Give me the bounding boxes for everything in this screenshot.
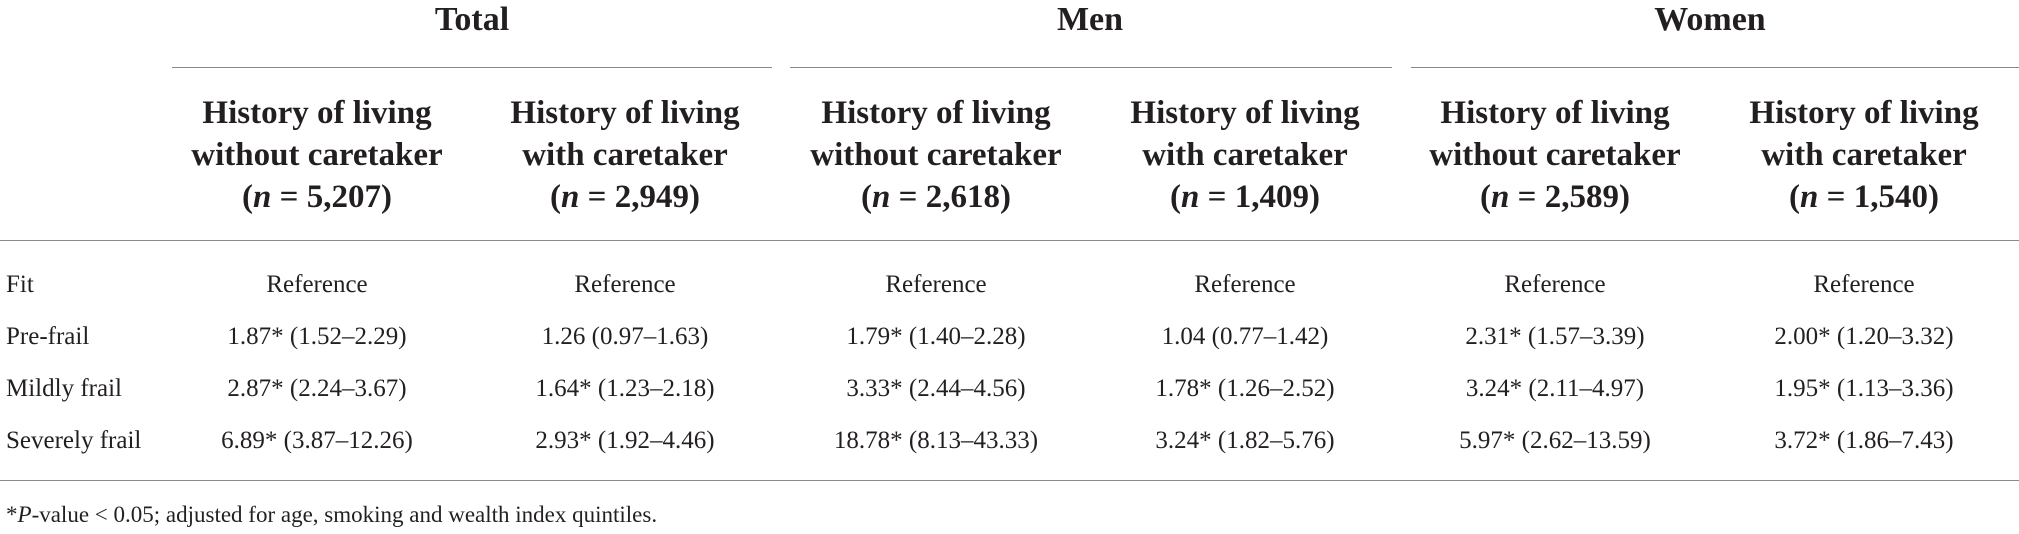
n-symbol: n	[1800, 179, 1819, 215]
column-header-men-without: History of living without caretaker (n =…	[786, 92, 1086, 218]
table-cell: 1.87* (1.52–2.29)	[227, 323, 407, 350]
n-value: = 2,618	[890, 179, 1000, 215]
column-header-total-with: History of living with caretaker (n = 2,…	[475, 92, 775, 218]
table-cell: 2.87* (2.24–3.67)	[227, 375, 407, 402]
n-symbol: n	[253, 179, 272, 215]
column-header-line2: with caretaker	[522, 137, 728, 173]
group-header-men: Men	[1056, 1, 1124, 38]
group-header-women: Women	[1654, 1, 1766, 38]
table-cell: Reference	[1504, 271, 1606, 298]
column-header-women-without: History of living without caretaker (n =…	[1405, 92, 1705, 218]
n-value: = 2,589	[1509, 179, 1619, 215]
column-header-line1: History of living	[1440, 95, 1670, 131]
column-header-men-with: History of living with caretaker (n = 1,…	[1095, 92, 1395, 218]
table-cell: 3.24* (2.11–4.97)	[1465, 375, 1645, 402]
table-cell: 1.04 (0.77–1.42)	[1161, 323, 1329, 350]
column-header-line2: without caretaker	[810, 137, 1062, 173]
n-symbol: n	[872, 179, 891, 215]
column-header-line1: History of living	[821, 95, 1051, 131]
n-symbol: n	[1491, 179, 1510, 215]
group-rule-women	[1411, 67, 2019, 68]
n-value: = 2,949	[579, 179, 689, 215]
column-header-line1: History of living	[1749, 95, 1979, 131]
table-cell: Reference	[1813, 271, 1915, 298]
table-cell: Reference	[1194, 271, 1296, 298]
table-bottom-rule	[0, 480, 2019, 481]
column-header-line2: with caretaker	[1761, 137, 1967, 173]
table-cell: 3.72* (1.86–7.43)	[1774, 427, 1954, 454]
table-cell: Reference	[266, 271, 368, 298]
column-header-sample-size: (n = 1,540)	[1789, 179, 1939, 215]
row-label-fit: Fit	[6, 271, 34, 298]
table-cell: 2.00* (1.20–3.32)	[1774, 323, 1954, 350]
column-header-sample-size: (n = 1,409)	[1170, 179, 1320, 215]
group-rule-total	[172, 67, 772, 68]
column-header-line1: History of living	[202, 95, 432, 131]
table-cell: 18.78* (8.13–43.33)	[833, 427, 1039, 454]
table-cell: 5.97* (2.62–13.59)	[1459, 427, 1651, 454]
n-symbol: n	[561, 179, 580, 215]
table-cell: Reference	[885, 271, 987, 298]
column-header-line2: with caretaker	[1142, 137, 1348, 173]
column-header-line1: History of living	[1130, 95, 1360, 131]
column-header-line1: History of living	[510, 95, 740, 131]
n-value: = 5,207	[271, 179, 381, 215]
row-label-mildly-frail: Mildly frail	[6, 375, 122, 402]
table-cell: 3.33* (2.44–4.56)	[846, 375, 1026, 402]
table-cell: 1.79* (1.40–2.28)	[846, 323, 1026, 350]
n-value: = 1,409	[1199, 179, 1309, 215]
n-value: = 1,540	[1818, 179, 1928, 215]
footnote-star: *	[6, 502, 18, 527]
table-cell: 3.24* (1.82–5.76)	[1155, 427, 1335, 454]
column-header-sample-size: (n = 5,207)	[242, 179, 392, 215]
footnote-p-label: P	[17, 502, 32, 527]
column-header-total-without: History of living without caretaker (n =…	[167, 92, 467, 218]
group-header-total: Total	[434, 1, 510, 38]
column-header-line2: without caretaker	[1429, 137, 1681, 173]
table-cell: 1.95* (1.13–3.36)	[1774, 375, 1954, 402]
table-cell: 1.64* (1.23–2.18)	[535, 375, 715, 402]
table-cell: 6.89* (3.87–12.26)	[221, 427, 413, 454]
n-symbol: n	[1181, 179, 1200, 215]
group-rule-men	[790, 67, 1392, 68]
row-label-severely-frail: Severely frail	[6, 427, 142, 454]
table-cell: 2.93* (1.92–4.46)	[535, 427, 715, 454]
table-cell: 2.31* (1.57–3.39)	[1465, 323, 1645, 350]
column-header-line2: without caretaker	[191, 137, 443, 173]
column-header-sample-size: (n = 2,589)	[1480, 179, 1630, 215]
row-label-pre-frail: Pre-frail	[6, 323, 90, 350]
column-header-sample-size: (n = 2,618)	[861, 179, 1011, 215]
footnote-text: -value < 0.05; adjusted for age, smoking…	[31, 502, 658, 527]
table-cell: 1.26 (0.97–1.63)	[541, 323, 709, 350]
column-header-women-with: History of living with caretaker (n = 1,…	[1714, 92, 2014, 218]
header-divider	[0, 240, 2019, 241]
table-cell: Reference	[574, 271, 676, 298]
column-header-sample-size: (n = 2,949)	[550, 179, 700, 215]
table-cell: 1.78* (1.26–2.52)	[1155, 375, 1335, 402]
table-footnote: *P-value < 0.05; adjusted for age, smoki…	[6, 501, 657, 529]
